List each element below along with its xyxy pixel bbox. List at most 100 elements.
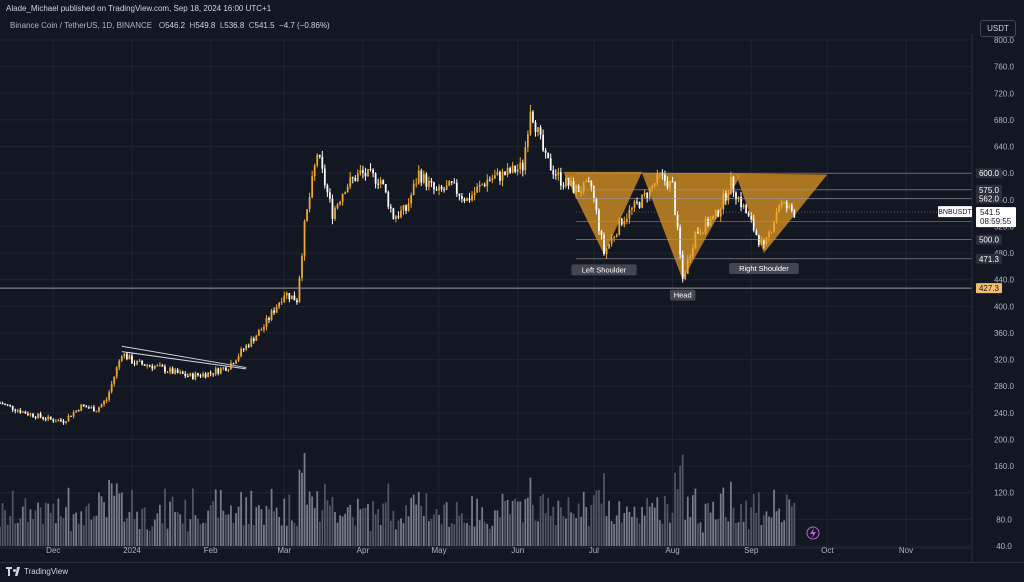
candle-body: [727, 194, 730, 201]
volume-bar: [658, 520, 661, 546]
volume-bar: [752, 493, 755, 546]
candle-body: [628, 209, 631, 219]
candle-body: [699, 233, 702, 235]
candle-body: [773, 221, 775, 232]
volume-bar: [547, 497, 550, 546]
volume-bar: [712, 501, 715, 546]
volume-bar: [174, 512, 177, 546]
volume-bar: [633, 506, 636, 546]
volume-bar: [367, 503, 369, 546]
candle-body: [509, 167, 511, 173]
candle-body: [113, 376, 116, 384]
price-chart[interactable]: 800.0760.0720.0680.0640.0600.0560.0520.0…: [0, 0, 1024, 562]
price-axis[interactable]: 800.0760.0720.0680.0640.0600.0560.0520.0…: [938, 0, 1024, 562]
price-tick-label: 440.0: [994, 276, 1015, 285]
candle-body: [29, 413, 32, 415]
candle-body: [108, 391, 111, 400]
candle-body: [493, 175, 496, 179]
volume-bar: [506, 499, 509, 546]
candle-body: [476, 186, 479, 193]
currency-button[interactable]: USDT: [980, 20, 1016, 37]
last-price-text: 541.5: [980, 208, 1001, 217]
tradingview-brand-text: TradingView: [24, 567, 69, 576]
volume-bar: [4, 510, 6, 546]
volume-bars: [0, 453, 796, 546]
candle-body: [435, 189, 438, 191]
candle-body: [128, 355, 131, 360]
volume-bar: [105, 517, 108, 546]
candle-body: [755, 230, 758, 235]
candle-body: [636, 201, 638, 203]
volume-bar: [382, 503, 385, 546]
volume-bar: [443, 504, 446, 546]
candle-body: [0, 402, 1, 404]
candle-body: [219, 368, 222, 374]
volume-bar: [369, 530, 372, 546]
volume-bar: [395, 529, 397, 546]
volume-bar: [511, 500, 514, 546]
candle-body: [311, 176, 314, 198]
candle-body: [412, 183, 415, 195]
volume-bar: [433, 514, 435, 546]
volume-bar: [567, 497, 570, 546]
candle-body: [65, 421, 67, 423]
candle-body: [90, 407, 93, 409]
volume-bar: [724, 516, 727, 546]
volume-bar: [410, 497, 413, 546]
volume-bar: [209, 505, 212, 546]
volume-bar: [288, 494, 291, 546]
head-shape: [563, 171, 828, 280]
volume-bar: [504, 501, 506, 546]
volume-bar: [100, 496, 103, 546]
candle-body: [273, 310, 275, 313]
candle-body: [217, 368, 220, 374]
candle-body: [778, 205, 781, 212]
volume-bar: [197, 518, 199, 546]
candle-body: [590, 181, 593, 187]
volume-bar: [478, 520, 481, 546]
price-tick-label: 720.0: [994, 89, 1015, 98]
candle-body: [783, 202, 786, 204]
volume-bar: [263, 524, 265, 546]
time-axis[interactable]: Dec 2024 Feb Mar Apr May Jun Jul Aug Sep Oct Nov: [0, 546, 972, 555]
price-label-text: 427.3: [979, 284, 1000, 293]
candle-body: [158, 365, 161, 367]
price-tick-label: 760.0: [994, 63, 1015, 72]
volume-bar: [77, 523, 80, 546]
volume-bar: [453, 524, 456, 546]
candle-body: [481, 184, 484, 186]
candle-body: [349, 177, 352, 187]
candle-body: [100, 404, 103, 408]
annotation-label: Head: [674, 291, 692, 300]
volume-bar: [580, 516, 583, 546]
candle-body: [52, 419, 55, 422]
price-tick-label: 160.0: [994, 462, 1015, 471]
volume-bar: [384, 502, 387, 546]
time-tick-label: Feb: [204, 546, 218, 555]
volume-bar: [103, 502, 105, 546]
price-tick-label: 800.0: [994, 36, 1015, 45]
candle-body: [760, 240, 763, 245]
volume-bar: [316, 491, 319, 546]
price-tick-label: 400.0: [994, 302, 1015, 311]
candle-body: [496, 171, 499, 176]
volume-bar: [171, 496, 174, 546]
volume-bar: [747, 529, 750, 546]
volume-bar: [75, 512, 78, 546]
volume-bar: [224, 514, 227, 546]
candle-body: [646, 192, 649, 199]
last-price-box: [976, 207, 1016, 228]
tradingview-logo[interactable]: TradingView: [6, 567, 68, 576]
volume-bar: [257, 505, 260, 546]
volume-bar: [595, 490, 598, 546]
price-label-box: [976, 253, 1002, 264]
volume-bar: [486, 523, 489, 546]
volume-bar: [49, 512, 52, 546]
volume-bar: [219, 489, 222, 546]
volume-bar: [341, 516, 344, 546]
volume-bar: [313, 507, 316, 546]
candle-body: [681, 254, 684, 280]
candle-body: [656, 173, 659, 184]
time-tick-label: Sep: [744, 546, 759, 555]
candle-body: [331, 198, 334, 219]
